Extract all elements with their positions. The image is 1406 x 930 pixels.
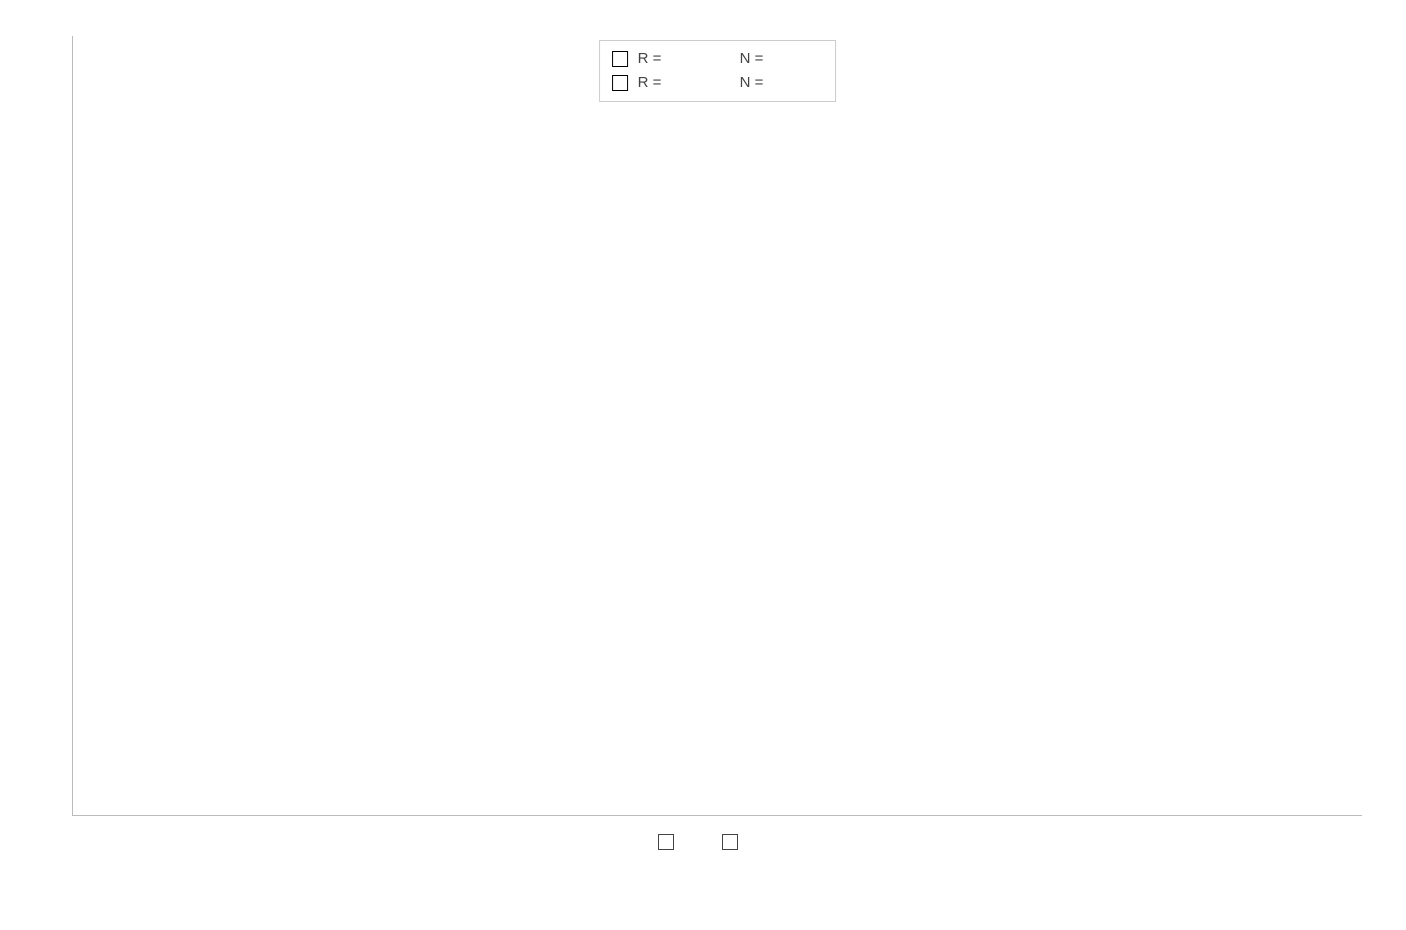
chart-container: R = N = R = N = <box>22 36 1382 846</box>
stats-legend-box: R = N = R = N = <box>599 40 837 102</box>
stats-row: R = N = <box>612 71 824 95</box>
stats-n-label: N = <box>731 71 763 95</box>
legend-swatch <box>658 834 674 850</box>
stats-r-label: R = <box>638 71 662 95</box>
legend-swatch <box>722 834 738 850</box>
bottom-legend <box>22 834 1382 850</box>
stats-swatch <box>612 75 628 91</box>
stats-n-label: N = <box>731 47 763 71</box>
regression-lines-layer <box>73 36 1362 815</box>
stats-row: R = N = <box>612 47 824 71</box>
stats-r-label: R = <box>638 47 662 71</box>
legend-item <box>722 834 746 850</box>
plot-area: R = N = R = N = <box>72 36 1362 816</box>
stats-swatch <box>612 51 628 67</box>
legend-item <box>658 834 682 850</box>
